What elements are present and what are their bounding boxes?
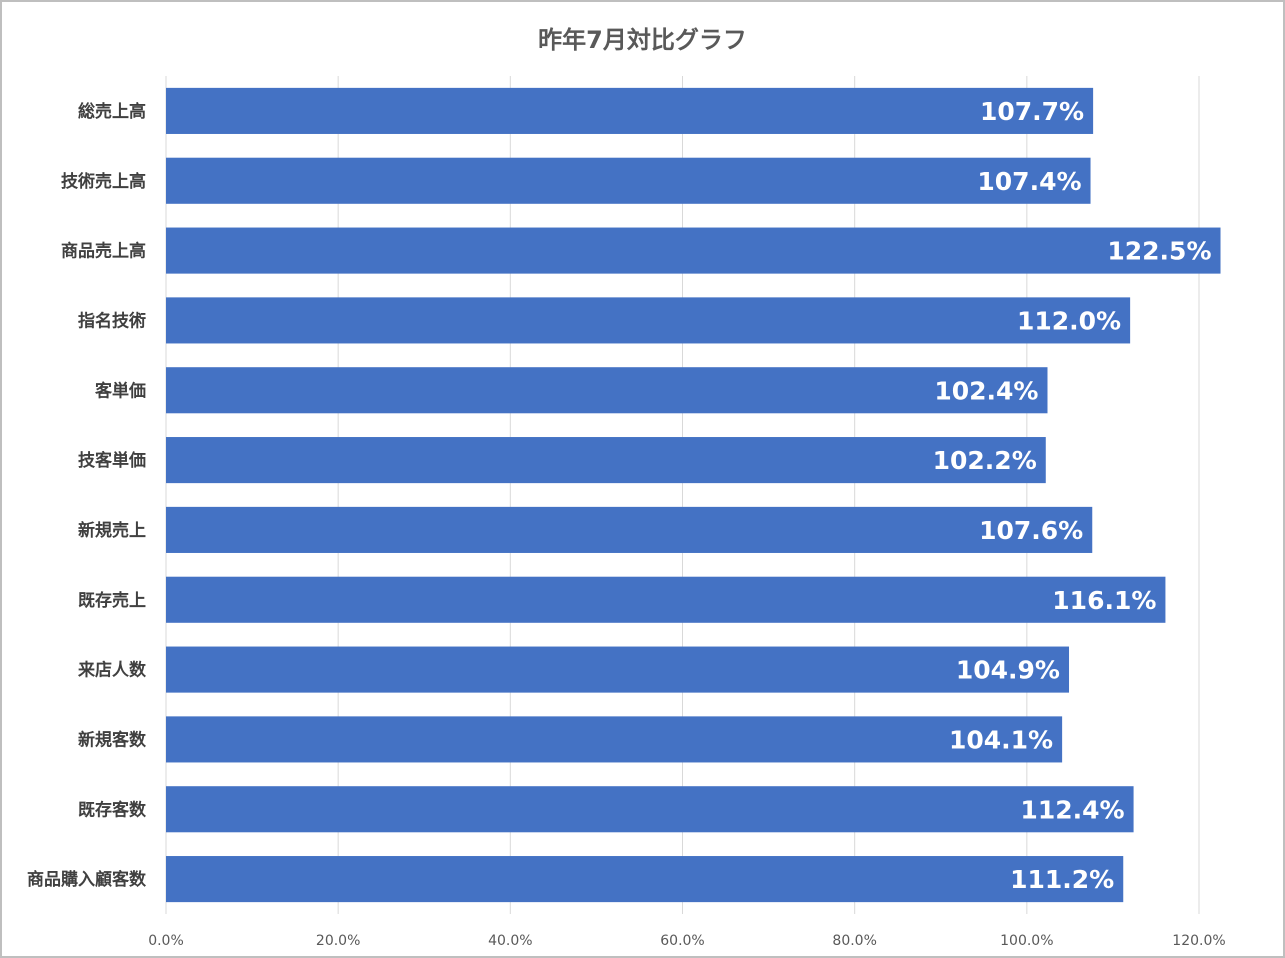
x-tick-label: 0.0% (148, 933, 184, 949)
category-label: 既存売上 (78, 590, 146, 611)
category-label: 新規客数 (78, 729, 147, 750)
data-label: 116.1% (1052, 586, 1156, 615)
bar (166, 297, 1131, 344)
bar (166, 506, 1093, 553)
data-label: 107.6% (979, 516, 1083, 545)
bar (166, 856, 1124, 903)
data-label: 112.4% (1020, 795, 1124, 824)
chart-title: 昨年7月対比グラフ (538, 26, 747, 54)
data-label: 112.0% (1017, 306, 1121, 335)
x-tick-label: 80.0% (832, 933, 876, 949)
bar (166, 227, 1221, 274)
category-label: 技客単価 (78, 450, 146, 471)
category-label: 商品購入顧客数 (27, 869, 147, 890)
category-label: 既存客数 (78, 799, 147, 820)
x-tick-label: 20.0% (316, 933, 360, 949)
bar (166, 576, 1166, 623)
category-label: 商品売上高 (61, 241, 146, 262)
category-label: 新規売上 (78, 520, 146, 541)
data-label: 102.4% (934, 376, 1038, 405)
data-label: 104.1% (949, 725, 1053, 754)
category-label: 指名技術 (78, 310, 146, 331)
x-tick-label: 40.0% (488, 933, 532, 949)
x-tick-label: 100.0% (1000, 933, 1053, 949)
bar (166, 646, 1070, 693)
data-label: 102.2% (933, 446, 1037, 475)
data-label: 107.4% (977, 167, 1081, 196)
bar (166, 786, 1134, 833)
bar (166, 87, 1094, 134)
category-label: 総売上高 (78, 101, 146, 122)
data-label: 104.9% (956, 656, 1060, 685)
bar (166, 367, 1048, 414)
data-label: 122.5% (1107, 237, 1211, 266)
category-label: 客単価 (94, 380, 146, 401)
bar (166, 157, 1091, 204)
category-label: 来店人数 (77, 660, 147, 681)
data-label: 107.7% (980, 97, 1084, 126)
bar (166, 437, 1046, 484)
bar (166, 716, 1063, 763)
x-tick-label: 60.0% (660, 933, 704, 949)
category-label: 技術売上高 (61, 171, 146, 192)
data-label: 111.2% (1010, 865, 1114, 894)
x-tick-label: 120.0% (1172, 933, 1225, 949)
